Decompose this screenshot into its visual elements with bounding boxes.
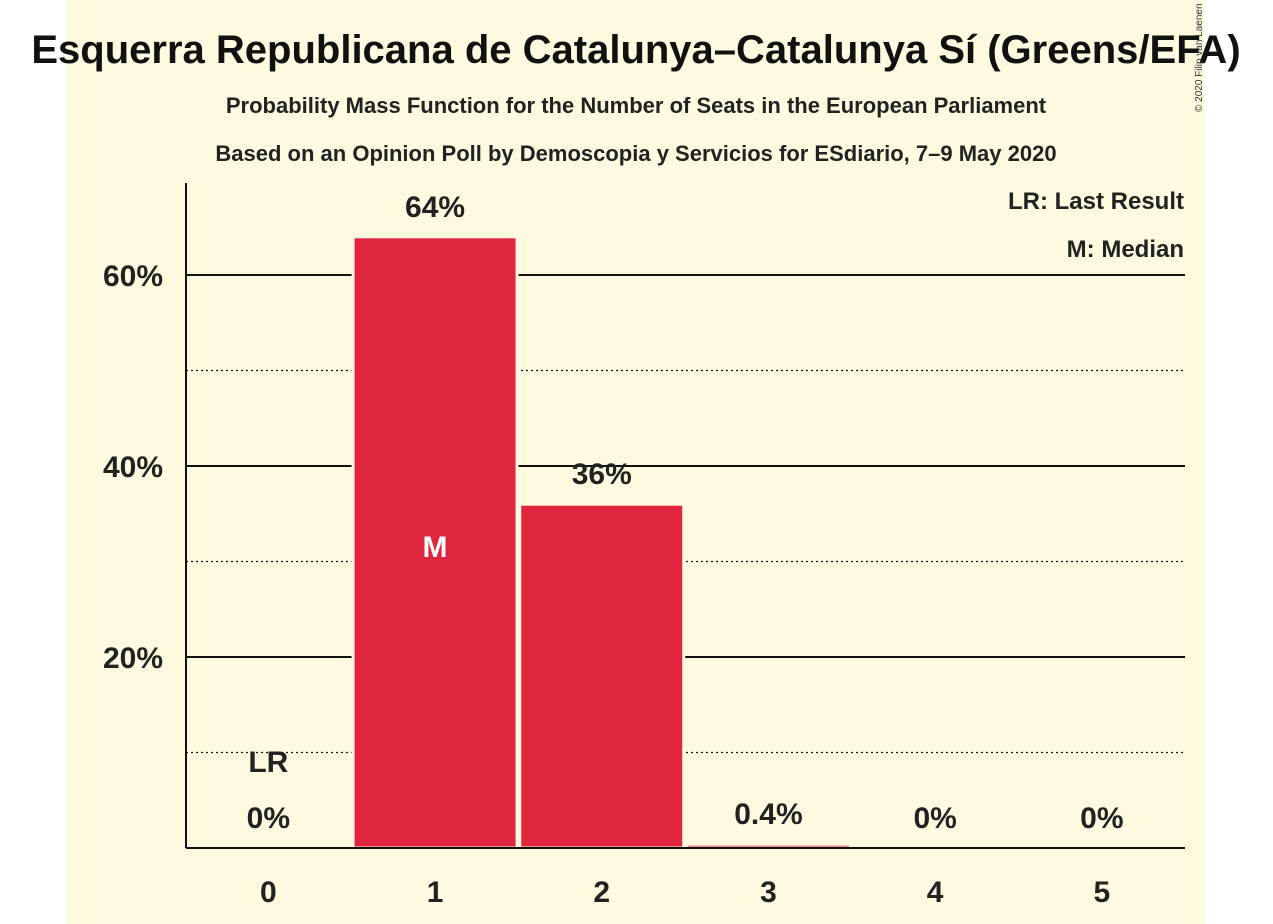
- x-tick-label: 3: [760, 876, 777, 909]
- x-tick-label: 1: [427, 876, 444, 909]
- bar-seats-2: [518, 502, 686, 850]
- data-label: 0%: [1080, 802, 1123, 835]
- x-tick-label: 4: [927, 876, 944, 909]
- copyright-credit: © 2020 Filip van Laenen: [1194, 3, 1205, 112]
- data-label: 64%: [405, 191, 465, 224]
- x-tick-label: 2: [593, 876, 610, 909]
- legend-median: M: Median: [1067, 236, 1184, 263]
- data-label: 0%: [247, 802, 290, 835]
- y-tick-label: 60%: [103, 260, 163, 293]
- data-label: 36%: [572, 458, 632, 491]
- last-result-marker: LR: [248, 746, 288, 779]
- gridlines: [186, 274, 1185, 754]
- legend-last-result: LR: Last Result: [1008, 188, 1184, 215]
- x-tick-label: 5: [1094, 876, 1111, 909]
- chart-source: Based on an Opinion Poll by Demoscopia y…: [215, 141, 1056, 166]
- data-label: 0%: [913, 802, 956, 835]
- chart-subtitle: Probability Mass Function for the Number…: [226, 93, 1047, 118]
- y-tick-label: 20%: [103, 642, 163, 675]
- median-marker: M: [423, 531, 448, 564]
- y-tick-label: 40%: [103, 451, 163, 484]
- axes: [185, 183, 1185, 849]
- chart-title: Esquerra Republicana de Catalunya–Catalu…: [31, 28, 1240, 72]
- x-tick-label: 0: [260, 876, 277, 909]
- data-label: 0.4%: [734, 798, 802, 831]
